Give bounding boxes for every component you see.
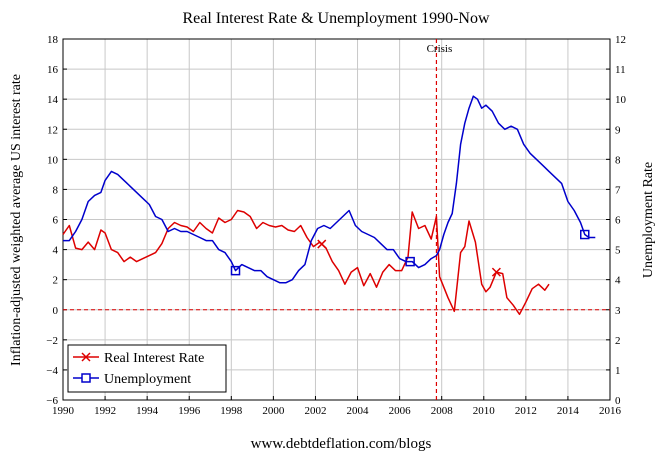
series-line-real-interest-rate (62, 209, 550, 316)
x-tick-label: 2002 (304, 405, 326, 417)
legend: Real Interest Rate Unemployment (67, 344, 227, 393)
y2-tick-label: 11 (615, 64, 626, 76)
y2-tick-label: 5 (615, 245, 621, 257)
x-tick-label: 2016 (599, 405, 622, 417)
x-tick-label: 1992 (94, 405, 116, 417)
y2-tick-label: 6 (615, 215, 621, 227)
series-marker-square (580, 229, 590, 240)
y2-axis-label: Unemployment Rate (641, 162, 656, 278)
legend-marker-x (81, 352, 91, 362)
y-tick-label: 10 (47, 154, 59, 166)
y2-tick-label: 8 (615, 154, 621, 166)
y2-tick-label: 2 (615, 335, 621, 347)
series-line-unemployment (63, 95, 596, 284)
y2-tick-label: 3 (615, 305, 621, 317)
legend-box (67, 344, 227, 393)
y-tick-label: 12 (47, 124, 58, 136)
y2-tick-label: 1 (615, 365, 621, 377)
y-axis-label: Inflation-adjusted weighted average US i… (9, 74, 24, 366)
legend-label-real-interest-rate: Real Interest Rate (104, 351, 204, 366)
x-tick-label: 1994 (136, 405, 159, 417)
series-marker-square (405, 256, 415, 267)
ticks: 1990 1992 1994 1996 1998 2000 2002 2004 2006 2008… (46, 34, 626, 417)
y-tick-label: 0 (53, 305, 59, 317)
y-tick-label: 8 (53, 184, 59, 196)
series-marker-square (230, 265, 241, 276)
footer-url: www.debtdeflation.com/blogs (251, 436, 432, 452)
x-tick-label: 2014 (557, 405, 580, 417)
y2-tick-label: 12 (615, 34, 626, 46)
y-tick-label: 4 (53, 245, 59, 257)
y-tick-label: 2 (53, 275, 59, 287)
x-tick-label: 2012 (515, 405, 537, 417)
x-tick-label: 2006 (389, 405, 412, 417)
y2-tick-label: 0 (615, 395, 621, 407)
y-tick-label: −6 (46, 395, 58, 407)
x-tick-label: 1996 (178, 405, 201, 417)
y-tick-label: 14 (47, 94, 59, 106)
chart-title: Real Interest Rate & Unemployment 1990-N… (182, 10, 489, 27)
x-tick-label: 2008 (431, 405, 454, 417)
x-tick-label: 2000 (262, 405, 285, 417)
x-tick-label: 2010 (473, 405, 496, 417)
series-marker-x (317, 239, 327, 249)
grid (63, 39, 610, 400)
y2-tick-label: 10 (615, 94, 627, 106)
y-tick-label: 6 (53, 215, 59, 227)
y-tick-label: 16 (47, 64, 59, 76)
y-tick-label: −2 (46, 335, 58, 347)
y-tick-label: 18 (47, 34, 59, 46)
x-tick-label: 2004 (347, 405, 370, 417)
y2-tick-label: 7 (615, 184, 621, 196)
y2-tick-label: 4 (615, 275, 621, 287)
series (62, 95, 596, 316)
y-tick-label: −4 (46, 365, 58, 377)
legend-label-unemployment: Unemployment (104, 372, 191, 387)
crisis-annotation: Crisis (427, 43, 453, 55)
y2-tick-label: 9 (615, 124, 621, 136)
legend-marker-square (81, 373, 91, 383)
x-tick-label: 1990 (52, 405, 75, 417)
x-tick-label: 1998 (220, 405, 243, 417)
series-marker-x (491, 267, 501, 277)
